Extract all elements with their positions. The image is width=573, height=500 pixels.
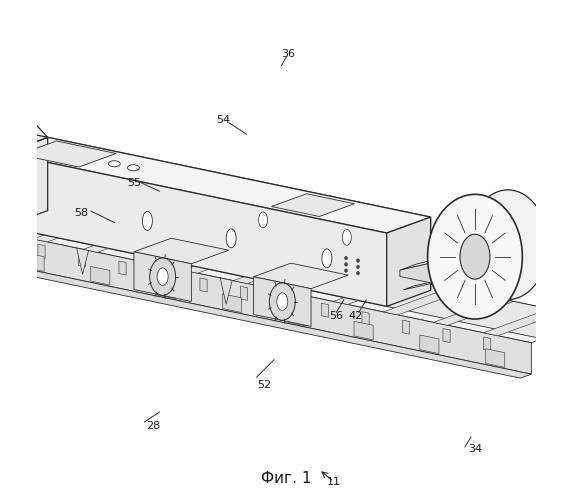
Ellipse shape bbox=[468, 190, 548, 300]
Text: 42: 42 bbox=[348, 311, 363, 321]
Text: 11: 11 bbox=[327, 477, 341, 487]
Text: 34: 34 bbox=[468, 444, 482, 454]
Polygon shape bbox=[0, 204, 63, 232]
Polygon shape bbox=[0, 236, 5, 250]
Polygon shape bbox=[321, 303, 329, 318]
Polygon shape bbox=[354, 322, 373, 340]
Polygon shape bbox=[222, 294, 242, 312]
Polygon shape bbox=[292, 293, 304, 320]
Polygon shape bbox=[283, 267, 363, 294]
Polygon shape bbox=[272, 194, 355, 216]
Ellipse shape bbox=[226, 229, 236, 248]
Text: Фиг. 1: Фиг. 1 bbox=[261, 471, 312, 486]
Polygon shape bbox=[4, 138, 48, 226]
Text: 58: 58 bbox=[74, 208, 88, 218]
Polygon shape bbox=[383, 288, 464, 315]
Polygon shape bbox=[77, 248, 89, 274]
Polygon shape bbox=[0, 148, 4, 226]
Polygon shape bbox=[362, 312, 369, 326]
Polygon shape bbox=[400, 253, 465, 270]
Ellipse shape bbox=[277, 293, 288, 310]
Polygon shape bbox=[79, 252, 85, 266]
Polygon shape bbox=[420, 335, 439, 353]
Ellipse shape bbox=[127, 164, 139, 170]
Polygon shape bbox=[220, 278, 232, 304]
Polygon shape bbox=[254, 263, 348, 288]
Text: 36: 36 bbox=[281, 49, 295, 59]
Ellipse shape bbox=[269, 283, 295, 321]
Ellipse shape bbox=[344, 256, 348, 260]
Ellipse shape bbox=[322, 249, 332, 268]
Text: 52: 52 bbox=[257, 380, 271, 390]
Ellipse shape bbox=[460, 234, 490, 279]
Polygon shape bbox=[0, 189, 573, 342]
Polygon shape bbox=[0, 124, 48, 154]
Polygon shape bbox=[119, 261, 126, 275]
Polygon shape bbox=[159, 270, 167, 283]
Polygon shape bbox=[400, 259, 448, 286]
Polygon shape bbox=[200, 278, 207, 292]
Polygon shape bbox=[33, 215, 113, 242]
Polygon shape bbox=[486, 348, 505, 368]
Polygon shape bbox=[25, 252, 44, 272]
Polygon shape bbox=[38, 244, 45, 258]
Polygon shape bbox=[4, 138, 430, 233]
Polygon shape bbox=[156, 280, 176, 299]
Ellipse shape bbox=[150, 258, 175, 296]
Polygon shape bbox=[0, 194, 13, 221]
Polygon shape bbox=[403, 275, 462, 290]
Polygon shape bbox=[183, 246, 264, 273]
Polygon shape bbox=[0, 189, 573, 350]
Polygon shape bbox=[333, 278, 414, 304]
Polygon shape bbox=[484, 309, 564, 336]
Text: 28: 28 bbox=[146, 420, 160, 430]
Polygon shape bbox=[83, 226, 163, 252]
Polygon shape bbox=[233, 256, 313, 283]
Ellipse shape bbox=[356, 272, 359, 275]
Polygon shape bbox=[4, 154, 387, 306]
Ellipse shape bbox=[344, 269, 348, 272]
Ellipse shape bbox=[427, 194, 523, 319]
Polygon shape bbox=[0, 244, 531, 378]
Polygon shape bbox=[387, 217, 430, 306]
Polygon shape bbox=[484, 337, 490, 351]
Polygon shape bbox=[453, 218, 508, 292]
Polygon shape bbox=[288, 308, 307, 326]
Polygon shape bbox=[443, 328, 450, 342]
Ellipse shape bbox=[143, 212, 152, 231]
Polygon shape bbox=[134, 252, 191, 302]
Polygon shape bbox=[0, 213, 531, 374]
Ellipse shape bbox=[258, 212, 268, 228]
Ellipse shape bbox=[356, 259, 359, 262]
Ellipse shape bbox=[108, 160, 120, 166]
Polygon shape bbox=[281, 295, 288, 309]
Polygon shape bbox=[91, 266, 110, 285]
Polygon shape bbox=[241, 286, 248, 300]
Polygon shape bbox=[0, 132, 48, 154]
Polygon shape bbox=[0, 120, 31, 148]
Ellipse shape bbox=[356, 265, 359, 268]
Polygon shape bbox=[148, 263, 160, 289]
Ellipse shape bbox=[157, 268, 168, 285]
Ellipse shape bbox=[342, 230, 351, 246]
Text: 55: 55 bbox=[127, 178, 142, 188]
Polygon shape bbox=[133, 236, 213, 263]
Polygon shape bbox=[433, 298, 513, 326]
Polygon shape bbox=[48, 138, 430, 290]
Polygon shape bbox=[254, 276, 311, 326]
Ellipse shape bbox=[344, 262, 348, 266]
Polygon shape bbox=[134, 238, 229, 264]
Text: 54: 54 bbox=[216, 116, 230, 126]
Polygon shape bbox=[19, 141, 116, 167]
Polygon shape bbox=[402, 320, 410, 334]
Text: 56: 56 bbox=[329, 311, 343, 321]
Polygon shape bbox=[5, 233, 17, 260]
Polygon shape bbox=[0, 132, 19, 220]
